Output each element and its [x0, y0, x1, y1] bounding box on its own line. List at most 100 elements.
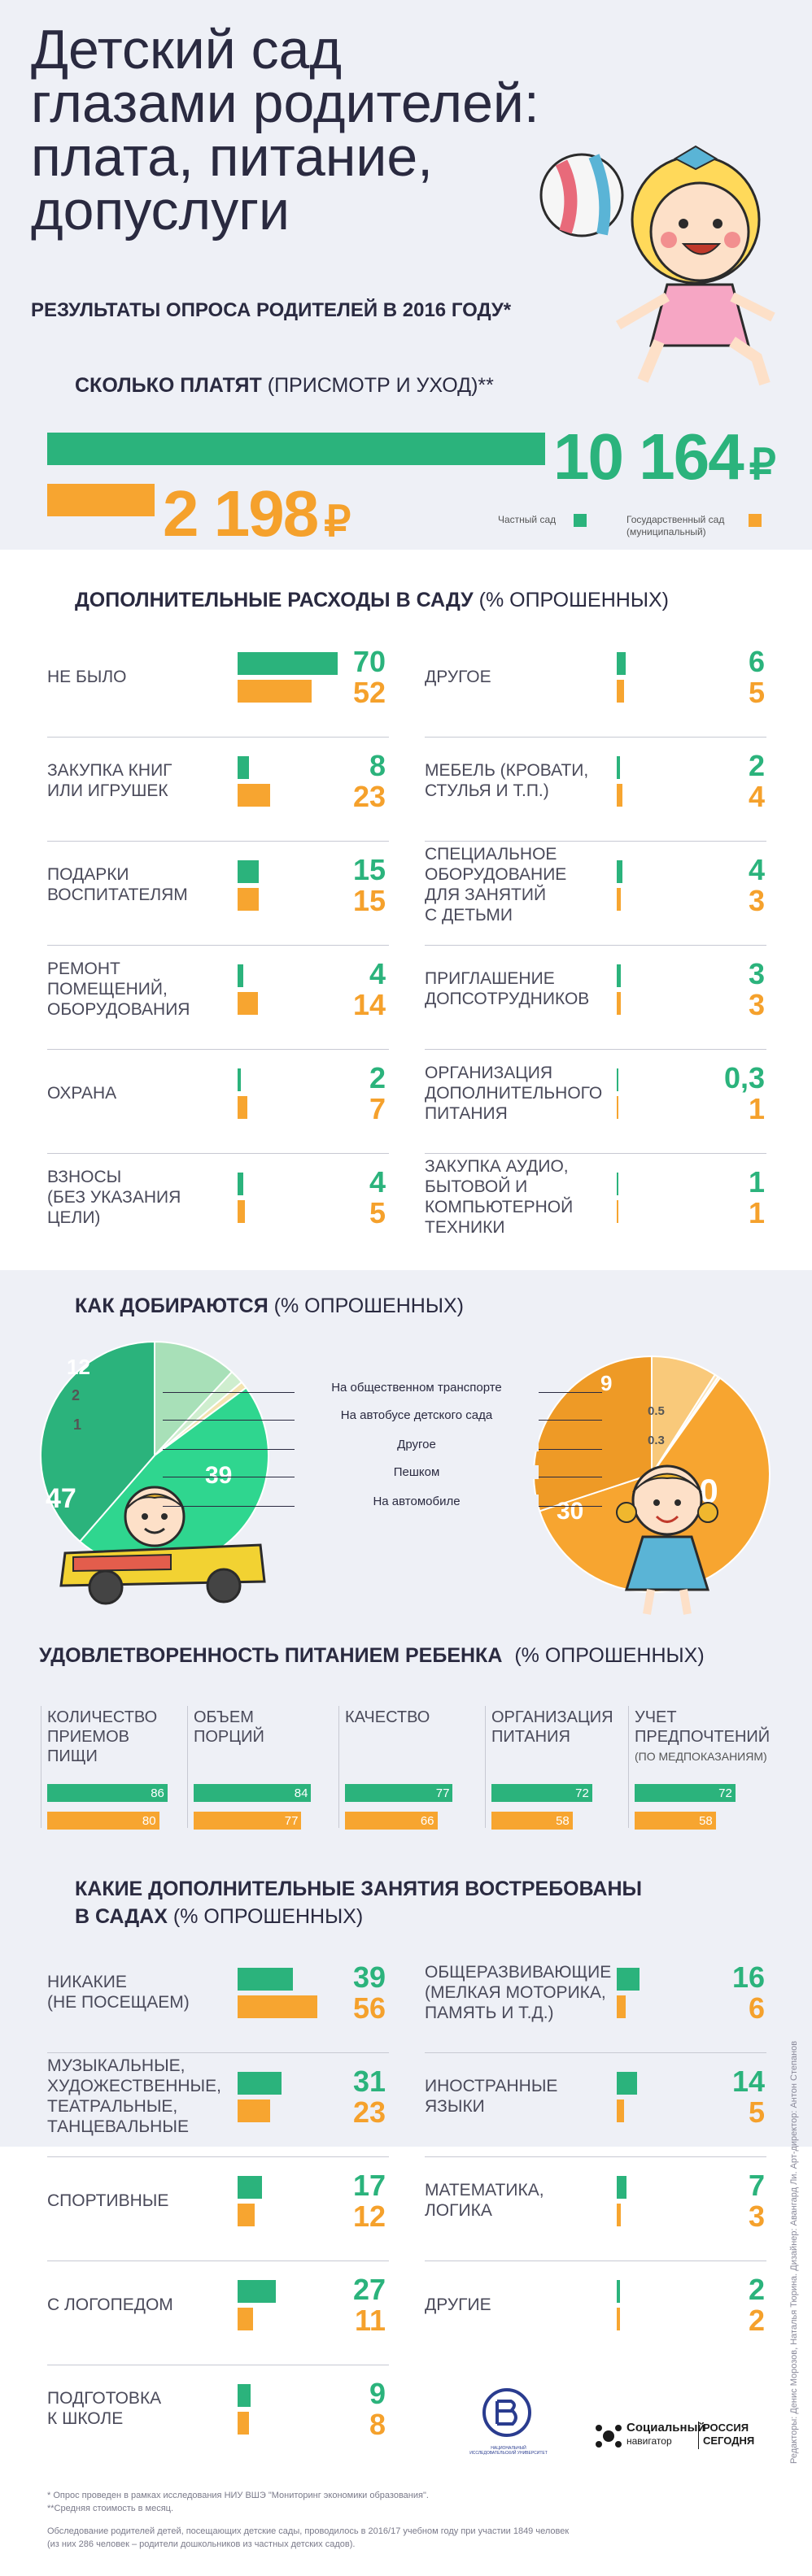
- row-label-line: (НЕ ПОСЕЩАЕМ): [47, 1993, 190, 2012]
- public-bar: [617, 992, 622, 1015]
- public-value: 56: [352, 1991, 386, 2025]
- row-label-line: (МЕЛКАЯ МОТОРИКА,: [425, 1982, 606, 2002]
- classes-title-line-2: В САДАХ: [75, 1905, 168, 1928]
- public-bar: 66: [345, 1812, 438, 1830]
- private-bar: [238, 2384, 251, 2407]
- title-line: Детский сад: [31, 19, 343, 80]
- public-value: 12: [352, 2200, 386, 2233]
- payment-title-light: (ПРИСМОТР И УХОД)**: [267, 374, 494, 397]
- row-separator: [47, 737, 389, 738]
- russia-today-logo: РОССИЯ СЕГОДНЯ: [703, 2422, 754, 2448]
- footnote-3: Обследование родителей детей, посещающих…: [47, 2526, 570, 2536]
- page-title: Детский сад глазами родителей: плата, пи…: [31, 19, 539, 242]
- row-label: ДРУГИЕ: [425, 2295, 620, 2315]
- public-bar: [617, 1096, 618, 1119]
- food-column-label: КАЧЕСТВО: [345, 1708, 485, 1727]
- private-bar: [238, 1173, 243, 1195]
- public-value: 80: [142, 1814, 156, 1828]
- social-navigator-line-2: навигатор: [626, 2435, 672, 2447]
- pie-value-label: 0.3: [648, 1434, 665, 1447]
- row-label-line: С ЛОГОПЕДОМ: [47, 2295, 173, 2314]
- row-separator: [425, 2156, 766, 2157]
- public-bar: [617, 680, 624, 703]
- public-value: 7: [369, 1092, 386, 1125]
- private-value: 2: [748, 749, 765, 782]
- row-label-line: ДОПСОТРУДНИКОВ: [425, 990, 590, 1008]
- row-label-line: ЯЗЫКИ: [425, 2097, 485, 2116]
- public-value: 2: [748, 2304, 765, 2337]
- private-value: 8: [369, 749, 386, 782]
- title-line: допуслуги: [31, 180, 290, 242]
- private-bar: 86: [47, 1784, 168, 1802]
- food-label-line: ОРГАНИЗАЦИЯ: [491, 1708, 613, 1726]
- pie-legend-label: Пешком: [295, 1465, 539, 1479]
- girl-with-ball-illustration: [539, 145, 775, 386]
- private-bar: [238, 2280, 277, 2303]
- row-label: ЗАКУПКА КНИГ ИЛИ ИГРУШЕК: [47, 760, 234, 801]
- row-label-line: С ДЕТЬМИ: [425, 906, 513, 925]
- private-bar: [238, 756, 249, 779]
- food-column-label: ОРГАНИЗАЦИЯ ПИТАНИЯ: [491, 1708, 631, 1747]
- food-label-line: ПОРЦИЙ: [194, 1728, 264, 1746]
- private-value: 6: [748, 645, 765, 678]
- row-label: ОХРАНА: [47, 1083, 234, 1103]
- private-bar: [617, 652, 626, 675]
- public-bar: [238, 992, 258, 1015]
- row-label-line: ДОПОЛНИТЕЛЬНОГО: [425, 1083, 603, 1103]
- private-bar: [617, 964, 622, 987]
- public-value: 1: [748, 1092, 765, 1125]
- row-label: РЕМОНТ ПОМЕЩЕНИЙ, ОБОРУДОВАНИЯ: [47, 959, 234, 1020]
- legend-public-swatch: [749, 514, 762, 527]
- social-navigator-line-1: Социальный: [626, 2421, 705, 2435]
- row-label: ОРГАНИЗАЦИЯ ДОПОЛНИТЕЛЬНОГО ПИТАНИЯ: [425, 1063, 612, 1124]
- private-payment-bar: [47, 433, 545, 465]
- public-bar: 80: [47, 1812, 159, 1830]
- ruble-sign: ₽: [324, 498, 351, 546]
- food-label-line: ПРИЕМОВ: [47, 1728, 129, 1746]
- public-value: 23: [352, 780, 386, 813]
- public-bar: [238, 784, 271, 807]
- row-label-line: ТЕАТРАЛЬНЫЕ,: [47, 2097, 178, 2116]
- private-value: 0,3: [723, 1061, 765, 1094]
- public-transport-pie: 90.50.36030: [533, 1355, 771, 1593]
- row-label-line: ОБОРУДОВАНИЕ: [425, 865, 567, 884]
- food-label-line: ПРЕДПОЧТЕНИЙ: [635, 1728, 771, 1746]
- public-value: 15: [352, 884, 386, 917]
- row-label-line: ПОДАРКИ: [47, 865, 129, 884]
- row-label-line: ТАНЦЕВАЛЬНЫЕ: [47, 2117, 189, 2136]
- row-label-line: ПОДГОТОВКА: [47, 2389, 162, 2408]
- pie-value-label: 2: [72, 1387, 80, 1403]
- private-bar: [238, 2176, 262, 2199]
- legend-private-label: Частный сад: [498, 514, 557, 525]
- public-value: 5: [369, 1196, 386, 1229]
- private-bar: [238, 1968, 294, 1991]
- private-value: 84: [294, 1786, 308, 1800]
- private-bar: [617, 1173, 618, 1195]
- public-bar: [617, 888, 622, 911]
- public-value: 3: [748, 988, 765, 1021]
- private-value: 15: [352, 853, 386, 886]
- private-value: 14: [731, 2065, 765, 2098]
- row-label-line: ДРУГОЕ: [425, 667, 491, 686]
- public-bar: [238, 888, 260, 911]
- private-payment-number: 10 164: [553, 420, 744, 493]
- row-label-line: МЕБЕЛЬ (КРОВАТИ,: [425, 761, 589, 780]
- row-label: МУЗЫКАЛЬНЫЕ, ХУДОЖЕСТВЕННЫЕ, ТЕАТРАЛЬНЫЕ, Т…: [47, 2056, 242, 2137]
- private-value: 2: [369, 1061, 386, 1094]
- expenses-title-bold: ДОПОЛНИТЕЛЬНЫЕ РАСХОДЫ В САДУ: [75, 589, 474, 611]
- private-bar: [238, 652, 338, 675]
- row-label-line: ЗАКУПКА АУДИО,: [425, 1157, 569, 1176]
- expenses-title-light: (% ОПРОШЕННЫХ): [478, 589, 669, 611]
- private-value: 39: [352, 1960, 386, 1994]
- pie-slice: [651, 1355, 717, 1477]
- private-bar: [238, 964, 243, 987]
- row-separator: [47, 841, 389, 842]
- private-value: 17: [352, 2169, 386, 2202]
- row-label-line: ВОСПИТАТЕЛЯМ: [47, 886, 188, 904]
- row-label-line: ОРГАНИЗАЦИЯ: [425, 1063, 553, 1082]
- boy-in-car-illustration: [59, 1486, 266, 1605]
- public-bar: [238, 1995, 317, 2018]
- public-value: 3: [748, 2200, 765, 2233]
- food-title-light: (% ОПРОШЕННЫХ): [514, 1644, 705, 1667]
- row-separator: [47, 1049, 389, 1050]
